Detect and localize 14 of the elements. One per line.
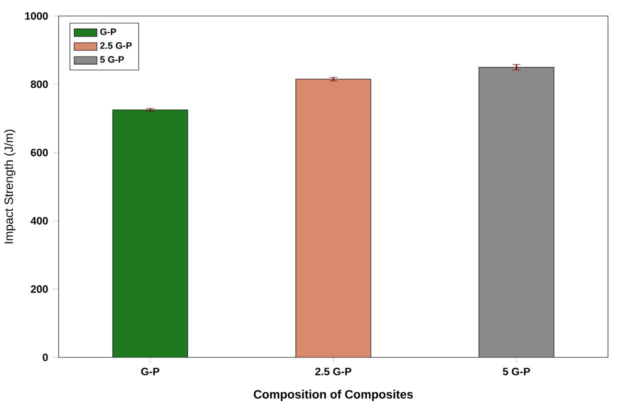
x-tick-label: G-P (141, 368, 160, 376)
y-tick-label: 200 (30, 285, 48, 294)
x-tick-label: 5 G-P (502, 368, 530, 376)
y-tick-label: 600 (30, 148, 48, 156)
y-tick-label: 1000 (25, 12, 48, 20)
y-tick-label: 0 (42, 354, 48, 362)
legend-label: 5 G-P (100, 56, 124, 63)
legend-label: 2.5 G-P (100, 42, 132, 50)
y-axis-title: Impact Strength (J/m) (4, 130, 16, 244)
y-tick-label: 400 (30, 217, 48, 225)
x-axis-title: Composition of Composites (254, 390, 413, 402)
x-tick-label: 2.5 G-P (315, 368, 352, 376)
y-tick-label: 800 (30, 80, 48, 88)
legend-label: G-P (100, 28, 116, 36)
